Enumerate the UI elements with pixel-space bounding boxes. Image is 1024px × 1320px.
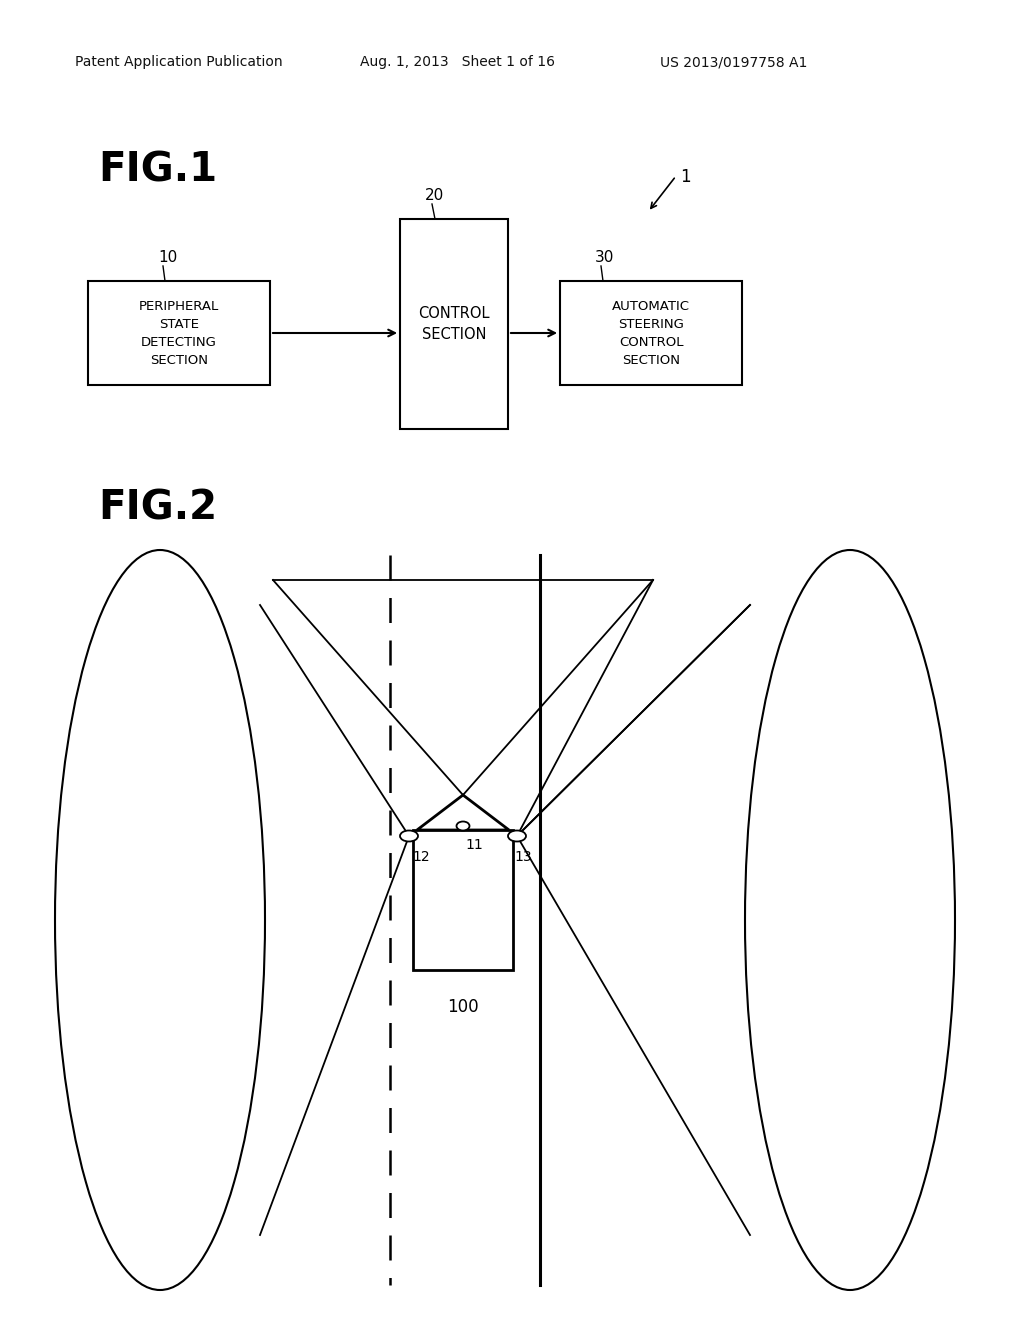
Text: FIG.2: FIG.2 bbox=[98, 488, 217, 528]
Ellipse shape bbox=[457, 821, 469, 830]
Ellipse shape bbox=[400, 830, 418, 842]
Bar bbox=[400, 219, 508, 429]
Text: 30: 30 bbox=[595, 249, 614, 265]
Text: US 2013/0197758 A1: US 2013/0197758 A1 bbox=[660, 55, 807, 69]
Text: AUTOMATIC
STEERING
CONTROL
SECTION: AUTOMATIC STEERING CONTROL SECTION bbox=[612, 300, 690, 367]
Text: CONTROL
SECTION: CONTROL SECTION bbox=[418, 306, 489, 342]
Polygon shape bbox=[417, 795, 509, 830]
Text: Patent Application Publication: Patent Application Publication bbox=[75, 55, 283, 69]
Ellipse shape bbox=[508, 830, 526, 842]
Text: 100: 100 bbox=[447, 998, 479, 1016]
Bar bbox=[413, 830, 513, 970]
Text: 10: 10 bbox=[158, 249, 177, 265]
Text: Aug. 1, 2013   Sheet 1 of 16: Aug. 1, 2013 Sheet 1 of 16 bbox=[360, 55, 555, 69]
Text: FIG.1: FIG.1 bbox=[98, 150, 217, 190]
Text: 20: 20 bbox=[425, 187, 444, 203]
Text: PERIPHERAL
STATE
DETECTING
SECTION: PERIPHERAL STATE DETECTING SECTION bbox=[139, 300, 219, 367]
Text: 12: 12 bbox=[412, 850, 430, 865]
Text: 1: 1 bbox=[680, 168, 690, 186]
Text: 11: 11 bbox=[465, 838, 482, 851]
Bar bbox=[560, 281, 742, 385]
Bar bbox=[88, 281, 270, 385]
Text: 13: 13 bbox=[514, 850, 531, 865]
